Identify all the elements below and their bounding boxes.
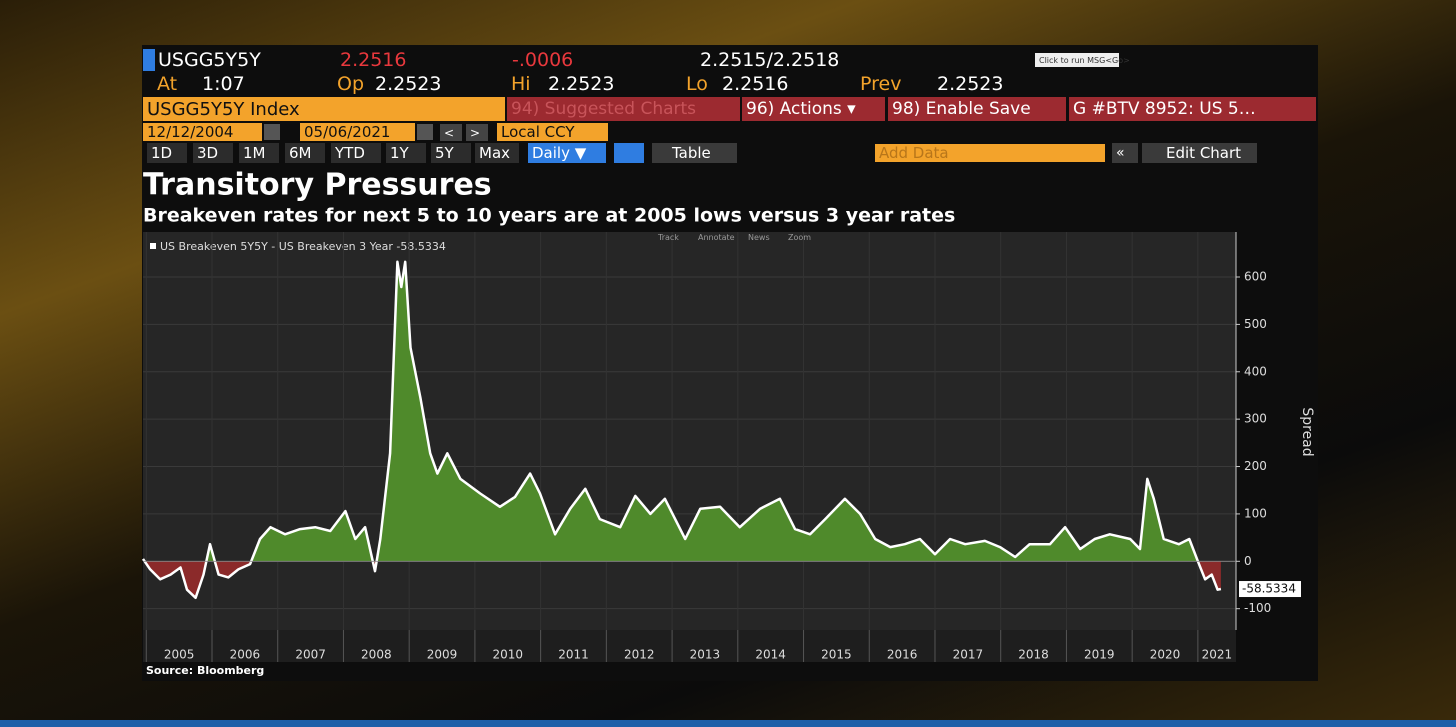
x-tick-label: 2007: [295, 648, 326, 662]
range-button[interactable]: 5Y: [431, 143, 471, 163]
x-tick-label: 2016: [887, 648, 918, 662]
range-button[interactable]: Max: [475, 143, 519, 163]
range-button[interactable]: 1D: [147, 143, 187, 163]
x-tick-label: 2012: [624, 648, 655, 662]
x-tick-label: 2018: [1018, 648, 1049, 662]
last-price: 2.2516: [340, 49, 407, 71]
x-tick-label: 2013: [690, 648, 721, 662]
chart-tool[interactable]: Zoom: [788, 233, 812, 242]
x-tick-label: 2015: [821, 648, 852, 662]
change: -.0006: [512, 49, 574, 71]
y-tick-label: 500: [1244, 317, 1267, 331]
table-button[interactable]: Table: [652, 143, 737, 163]
y-tick-label: 600: [1244, 270, 1267, 284]
y-tick-label: 0: [1244, 554, 1252, 568]
x-tick-label: 2014: [755, 648, 786, 662]
x-tick-label: 2021: [1202, 648, 1233, 662]
x-axis-band: [143, 630, 1236, 662]
start-date[interactable]: 12/12/2004: [143, 123, 262, 141]
line: [141, 260, 1222, 600]
legend-value: -58.5334: [396, 240, 445, 253]
y-tick-label: 200: [1244, 459, 1267, 473]
range-button[interactable]: 1Y: [386, 143, 426, 163]
x-tick-label: 2009: [427, 648, 458, 662]
quote-value: 1:07: [202, 73, 245, 95]
currency[interactable]: Local CCY: [497, 123, 608, 141]
quote-label: Hi: [511, 73, 531, 95]
x-tick-label: 2017: [953, 648, 984, 662]
y-axis-label: Spread: [1299, 407, 1315, 456]
x-tick-label: 2005: [164, 648, 195, 662]
quote-label: Op: [337, 73, 365, 95]
source: Source: Bloomberg: [146, 664, 264, 677]
quote-label: At: [157, 73, 178, 95]
menu-item[interactable]: 98) Enable Save: [888, 97, 1066, 121]
range-button[interactable]: 6M: [285, 143, 325, 163]
last-value-box: [1239, 581, 1301, 598]
quote-value: 2.2523: [937, 73, 1004, 95]
chart-tool[interactable]: Annotate: [698, 233, 735, 242]
quote-value: 2.2523: [375, 73, 442, 95]
y-tick-label: 100: [1244, 506, 1267, 520]
last-value-label: -58.5334: [1242, 582, 1296, 596]
y-tick-label: 300: [1244, 412, 1267, 426]
plot: -100 0 100 200 300 400 500 600 2005 2006 2007 2008 2…: [141, 232, 1301, 662]
area-positive: [143, 261, 1198, 562]
add-data[interactable]: Add Data: [875, 144, 1105, 162]
menu-item[interactable]: 96) Actions ▾: [742, 97, 885, 121]
calendar-icon[interactable]: [417, 124, 433, 140]
quote-value: 2.2516: [722, 73, 789, 95]
chart-title: Transitory Pressures: [143, 168, 492, 203]
end-date[interactable]: 05/06/2021: [300, 123, 415, 141]
tooltip: Click to run MSG<Go>: [1035, 53, 1130, 67]
prev-button[interactable]: <: [440, 124, 462, 141]
quote-label: Lo: [686, 73, 708, 95]
legend-swatch: [150, 243, 156, 249]
next-button[interactable]: >: [466, 124, 488, 141]
calendar-icon[interactable]: [264, 124, 280, 140]
legend-label: US Breakeven 5Y5Y - US Breakeven 3 Year …: [160, 240, 446, 253]
chart-subtitle: Breakeven rates for next 5 to 10 years a…: [143, 205, 955, 227]
menu-item[interactable]: 94) Suggested Charts: [507, 97, 740, 121]
chart-tool[interactable]: Track: [658, 233, 679, 242]
frequency[interactable]: Daily ▼: [528, 143, 606, 163]
range-button[interactable]: YTD: [331, 143, 381, 163]
quote-label: Prev: [860, 73, 902, 95]
y-tick-label: 400: [1244, 364, 1267, 378]
status-block: [143, 49, 155, 71]
bottom-bar: [0, 720, 1456, 727]
security[interactable]: USGG5Y5Y Index: [143, 97, 505, 121]
x-tick-label: 2020: [1150, 648, 1181, 662]
x-tick-label: 2006: [230, 648, 261, 662]
chart-type-icon[interactable]: [614, 143, 644, 163]
plot-area: [143, 232, 1236, 630]
x-tick-label: 2010: [492, 648, 523, 662]
menu-item[interactable]: G #BTV 8952: US 5…: [1069, 97, 1316, 121]
range-button[interactable]: 3D: [193, 143, 233, 163]
x-tick-label: 2011: [558, 648, 589, 662]
legend-name: US Breakeven 5Y5Y - US Breakeven 3 Year: [160, 240, 393, 253]
y-tick-label: -100: [1244, 601, 1271, 615]
collapse-button[interactable]: «: [1112, 143, 1138, 163]
bid-ask: 2.2515/2.2518: [700, 49, 840, 71]
x-tick-label: 2019: [1084, 648, 1115, 662]
ticker: USGG5Y5Y: [158, 49, 261, 71]
chart-tool[interactable]: News: [748, 233, 770, 242]
range-button[interactable]: 1M: [239, 143, 279, 163]
quote-value: 2.2523: [548, 73, 615, 95]
edit-chart[interactable]: Edit Chart: [1142, 143, 1257, 163]
x-tick-label: 2008: [361, 648, 392, 662]
